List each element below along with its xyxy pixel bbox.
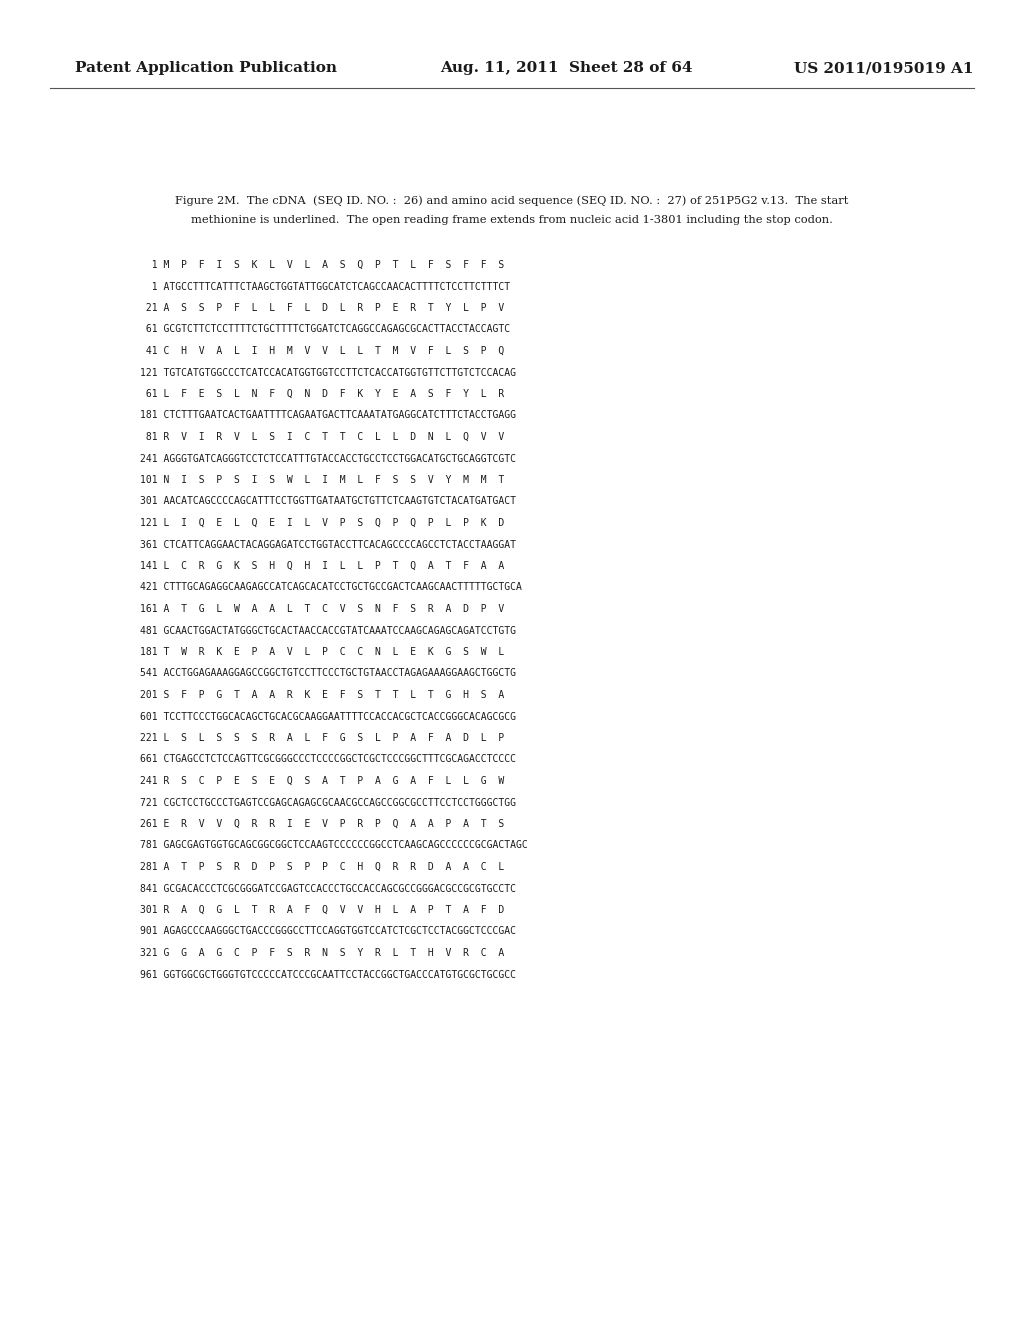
Text: 321 G  G  A  G  C  P  F  S  R  N  S  Y  R  L  T  H  V  R  C  A: 321 G G A G C P F S R N S Y R L T H V R … bbox=[140, 948, 504, 958]
Text: 1 M  P  F  I  S  K  L  V  L  A  S  Q  P  T  L  F  S  F  F  S: 1 M P F I S K L V L A S Q P T L F S F F … bbox=[140, 260, 504, 271]
Text: 61 GCGTCTTCTCCTTTTCTGCTTTTCTGGATCTCAGGCCAGAGCGCACTTACCTACCAGTC: 61 GCGTCTTCTCCTTTTCTGCTTTTCTGGATCTCAGGCC… bbox=[140, 325, 510, 334]
Text: 661 CTGAGCCTCTCCAGTTCGCGGGCCCTCCCCGGCTCGCTCCCGGCTTTCGCAGACCTCCCC: 661 CTGAGCCTCTCCAGTTCGCGGGCCCTCCCCGGCTCG… bbox=[140, 755, 516, 764]
Text: methionine is underlined.  The open reading frame extends from nucleic acid 1-38: methionine is underlined. The open readi… bbox=[191, 215, 833, 224]
Text: 421 CTTTGCAGAGGCAAGAGCCATCAGCACATCCTGCTGCCGACTCAAGCAACTTTTTGCTGCA: 421 CTTTGCAGAGGCAAGAGCCATCAGCACATCCTGCTG… bbox=[140, 582, 522, 593]
Text: Patent Application Publication: Patent Application Publication bbox=[75, 61, 337, 75]
Text: 781 GAGCGAGTGGTGCAGCGGCGGCTCCAAGTCCCCCCGGCCTCAAGCAGCCCCCCGCGACTAGC: 781 GAGCGAGTGGTGCAGCGGCGGCTCCAAGTCCCCCCG… bbox=[140, 841, 527, 850]
Text: 301 R  A  Q  G  L  T  R  A  F  Q  V  V  H  L  A  P  T  A  F  D: 301 R A Q G L T R A F Q V V H L A P T A … bbox=[140, 906, 504, 915]
Text: 81 R  V  I  R  V  L  S  I  C  T  T  C  L  L  D  N  L  Q  V  V: 81 R V I R V L S I C T T C L L D N L Q V… bbox=[140, 432, 504, 442]
Text: 221 L  S  L  S  S  S  R  A  L  F  G  S  L  P  A  F  A  D  L  P: 221 L S L S S S R A L F G S L P A F A D … bbox=[140, 733, 504, 743]
Text: Figure 2M.  The cDNA  (SEQ ID. NO. :  26) and amino acid sequence (SEQ ID. NO. :: Figure 2M. The cDNA (SEQ ID. NO. : 26) a… bbox=[175, 195, 849, 206]
Text: 541 ACCTGGAGAAAGGAGCCGGCTGTCCTTCCCTGCTGTAACCTAGAGAAAGGAAGCTGGCTG: 541 ACCTGGAGAAAGGAGCCGGCTGTCCTTCCCTGCTGT… bbox=[140, 668, 516, 678]
Text: 201 S  F  P  G  T  A  A  R  K  E  F  S  T  T  L  T  G  H  S  A: 201 S F P G T A A R K E F S T T L T G H … bbox=[140, 690, 504, 700]
Text: 301 AACATCAGCCCCAGCATTTCCTGGTTGATAATGCTGTTCTCAAGTGTCTACATGATGACT: 301 AACATCAGCCCCAGCATTTCCTGGTTGATAATGCTG… bbox=[140, 496, 516, 507]
Text: 41 C  H  V  A  L  I  H  M  V  V  L  L  T  M  V  F  L  S  P  Q: 41 C H V A L I H M V V L L T M V F L S P… bbox=[140, 346, 504, 356]
Text: 121 L  I  Q  E  L  Q  E  I  L  V  P  S  Q  P  Q  P  L  P  K  D: 121 L I Q E L Q E I L V P S Q P Q P L P … bbox=[140, 517, 504, 528]
Text: 181 T  W  R  K  E  P  A  V  L  P  C  C  N  L  E  K  G  S  W  L: 181 T W R K E P A V L P C C N L E K G S … bbox=[140, 647, 504, 657]
Text: 161 A  T  G  L  W  A  A  L  T  C  V  S  N  F  S  R  A  D  P  V: 161 A T G L W A A L T C V S N F S R A D … bbox=[140, 605, 504, 614]
Text: 241 R  S  C  P  E  S  E  Q  S  A  T  P  A  G  A  F  L  L  G  W: 241 R S C P E S E Q S A T P A G A F L L … bbox=[140, 776, 504, 785]
Text: 21 A  S  S  P  F  L  L  F  L  D  L  R  P  E  R  T  Y  L  P  V: 21 A S S P F L L F L D L R P E R T Y L P… bbox=[140, 304, 504, 313]
Text: 121 TGTCATGTGGCCCTCATCCACATGGTGGTCCTTCTCACCATGGTGTTCTTGTCTCCACAG: 121 TGTCATGTGGCCCTCATCCACATGGTGGTCCTTCTC… bbox=[140, 367, 516, 378]
Text: 181 CTCTTTGAATCACTGAATTTTCAGAATGACTTCAAATATGAGGCATCTTTCTACCTGAGG: 181 CTCTTTGAATCACTGAATTTTCAGAATGACTTCAAA… bbox=[140, 411, 516, 421]
Text: 601 TCCTTCCCTGGCACAGCTGCACGCAAGGAATTTTCCACCACGCTCACCGGGCACAGCGCG: 601 TCCTTCCCTGGCACAGCTGCACGCAAGGAATTTTCC… bbox=[140, 711, 516, 722]
Text: 1 ATGCCTTTCATTTCTAAGCTGGTATTGGCATCTCAGCCAACACTTTTCTCCTTCTTTCT: 1 ATGCCTTTCATTTCTAAGCTGGTATTGGCATCTCAGCC… bbox=[140, 281, 510, 292]
Text: 481 GCAACTGGACTATGGGCTGCACTAACCACCGTATCAAATCCAAGCAGAGCAGATCCTGTG: 481 GCAACTGGACTATGGGCTGCACTAACCACCGTATCA… bbox=[140, 626, 516, 635]
Text: 101 N  I  S  P  S  I  S  W  L  I  M  L  F  S  S  V  Y  M  M  T: 101 N I S P S I S W L I M L F S S V Y M … bbox=[140, 475, 504, 484]
Text: 281 A  T  P  S  R  D  P  S  P  P  C  H  Q  R  R  D  A  A  C  L: 281 A T P S R D P S P P C H Q R R D A A … bbox=[140, 862, 504, 873]
Text: 901 AGAGCCCAAGGGCTGACCCGGGCCTTCCAGGTGGTCCATCTCGCTCCTACGGCTCCCGAC: 901 AGAGCCCAAGGGCTGACCCGGGCCTTCCAGGTGGTC… bbox=[140, 927, 516, 936]
Text: 361 CTCATTCAGGAACTACAGGAGATCCTGGTACCTTCACAGCCCCAGCCTCTACCTAAGGAT: 361 CTCATTCAGGAACTACAGGAGATCCTGGTACCTTCA… bbox=[140, 540, 516, 549]
Text: 841 GCGACACCCTCGCGGGATCCGAGTCCACCCTGCCACCAGCGCCGGGACGCCGCGTGCCTC: 841 GCGACACCCTCGCGGGATCCGAGTCCACCCTGCCAC… bbox=[140, 883, 516, 894]
Text: US 2011/0195019 A1: US 2011/0195019 A1 bbox=[794, 61, 973, 75]
Text: 261 E  R  V  V  Q  R  R  I  E  V  P  R  P  Q  A  A  P  A  T  S: 261 E R V V Q R R I E V P R P Q A A P A … bbox=[140, 818, 504, 829]
Text: 721 CGCTCCTGCCCTGAGTCCGAGCAGAGCGCAACGCCAGCCGGCGCCTTCCTCCTGGGCTGG: 721 CGCTCCTGCCCTGAGTCCGAGCAGAGCGCAACGCCA… bbox=[140, 797, 516, 808]
Text: 61 L  F  E  S  L  N  F  Q  N  D  F  K  Y  E  A  S  F  Y  L  R: 61 L F E S L N F Q N D F K Y E A S F Y L… bbox=[140, 389, 504, 399]
Text: 241 AGGGTGATCAGGGTCCTCTCCATTTGTACCACCTGCCTCCTGGACATGCTGCAGGTCGTC: 241 AGGGTGATCAGGGTCCTCTCCATTTGTACCACCTGC… bbox=[140, 454, 516, 463]
Text: 141 L  C  R  G  K  S  H  Q  H  I  L  L  P  T  Q  A  T  F  A  A: 141 L C R G K S H Q H I L L P T Q A T F … bbox=[140, 561, 504, 572]
Text: 961 GGTGGCGCTGGGTGTCCCCCATCCCGCAATTCCTACCGGCTGACCCATGTGCGCTGCGCC: 961 GGTGGCGCTGGGTGTCCCCCATCCCGCAATTCCTAC… bbox=[140, 969, 516, 979]
Text: Aug. 11, 2011  Sheet 28 of 64: Aug. 11, 2011 Sheet 28 of 64 bbox=[440, 61, 693, 75]
